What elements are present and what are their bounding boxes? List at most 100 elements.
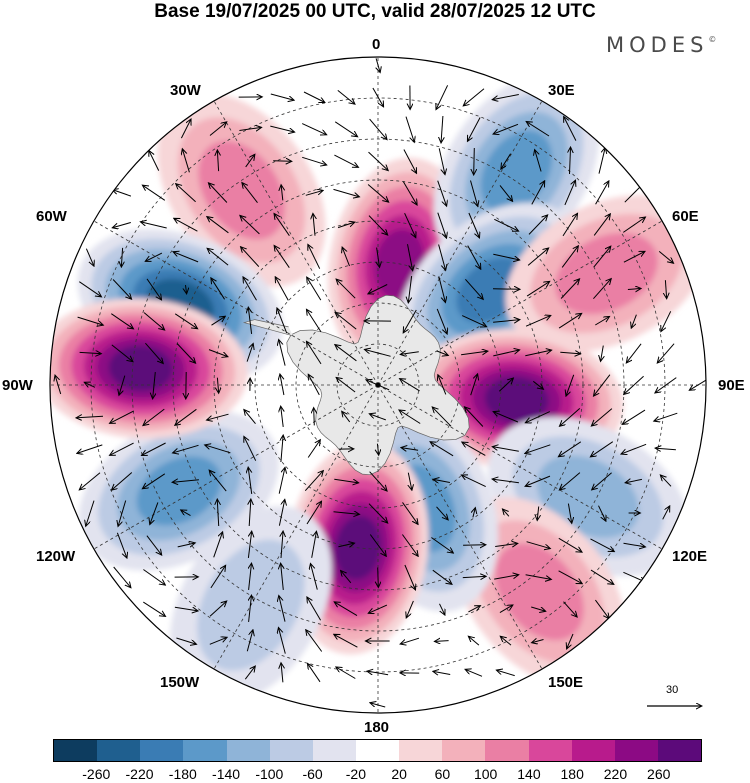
wind-arrow [467,245,481,269]
wind-arrow [466,670,483,677]
wind-arrow [334,121,357,136]
wind-arrow [333,188,359,196]
wind-arrow [594,374,611,396]
wind-arrow [211,317,225,326]
wind-arrow [77,416,104,418]
brand-logo: MODES© [606,33,716,57]
wind-arrow [112,472,133,490]
wind-arrow [624,375,644,394]
field-contour [495,543,584,641]
wind-arrow [532,380,542,388]
wind-arrow [143,473,166,488]
wind-arrow [432,569,451,584]
wind-arrow [431,537,452,553]
wind-arrow [473,509,475,518]
wind-arrow [173,480,199,482]
field-contour [555,232,658,315]
wind-arrow [311,564,318,590]
wind-arrow [492,289,519,290]
wind-arrow [277,309,288,334]
meridian-line [213,384,379,670]
wind-arrow [436,85,449,108]
wind-arrow [153,372,156,398]
wind-arrow [404,309,417,332]
wind-arrow [79,281,100,297]
colorbar-tick-label: 180 [560,766,584,782]
lon-label-60e: 60E [672,208,699,225]
lon-label-90e: 90E [718,377,745,394]
wind-arrow [367,184,388,202]
meridian-line [93,384,379,550]
wind-arrow [55,376,62,395]
wind-arrow [465,278,482,298]
wind-arrow [175,219,198,232]
wind-arrow [493,253,518,260]
wind-arrow [113,566,131,587]
wind-arrow [176,343,195,363]
wind-arrow [525,316,550,327]
wind-arrow [570,148,571,175]
wind-arrow [622,443,647,453]
wind-arrow [562,214,577,237]
meridian-line [377,384,663,550]
wind-arrow [494,218,517,230]
wind-arrow [281,186,283,201]
wind-arrow [341,571,352,584]
wind-arrow [143,186,166,201]
wind-arrow [468,117,481,141]
wind-arrow [303,91,324,102]
wind-arrow [206,445,231,454]
wind-arrow [121,247,122,266]
wind-arrow [558,314,581,329]
wind-arrow [281,436,283,463]
wind-arrow [369,471,387,491]
wind-arrow [626,479,642,482]
wind-arrow [209,602,226,617]
wind-arrow [146,278,161,299]
field-contour [537,455,639,538]
wind-arrow [503,510,510,517]
wind-arrow [568,503,571,523]
wind-arrow [495,544,517,547]
wind-arrow [111,344,132,361]
wind-arrow [174,252,199,263]
wind-arrow [656,448,676,450]
wind-arrow [526,444,551,453]
colorbar-tick-label: -60 [302,766,323,782]
colorbar-tick-label: 260 [647,766,671,782]
wind-arrow [333,512,359,514]
wind-arrow [661,476,672,487]
wind-arrow [304,471,322,492]
wind-arrow [531,606,545,611]
wind-arrow [77,316,103,325]
wind-arrow [404,212,416,237]
wind-arrow [309,375,320,396]
wind-arrow [407,244,413,270]
wind-arrow [435,641,449,642]
wind-arrow [338,543,353,546]
wind-arrow [468,212,479,237]
wind-arrow [564,181,575,206]
wind-arrow [149,151,160,171]
wind-arrow [176,637,195,644]
wind-arrow [560,280,579,299]
wind-arrow [112,279,131,299]
wind-arrow [336,345,357,362]
wind-arrow [118,500,127,526]
wind-arrow [590,538,614,551]
wind-arrow [369,534,385,556]
wind-arrow [368,215,387,235]
latitude-circle [336,343,420,427]
wind-arrow [493,479,519,484]
brand-name: MODES [606,33,709,57]
wind-arrow [434,480,450,483]
wind-arrow [438,276,445,301]
wind-arrow [241,216,260,235]
wind-vectors [55,58,706,708]
wind-arrow [79,352,101,353]
wind-arrow [336,313,357,330]
lon-label-120w: 120W [36,548,76,565]
wind-arrow [308,245,321,269]
wind-arrow [462,576,485,577]
colorbar-tick-label: 100 [473,766,498,782]
